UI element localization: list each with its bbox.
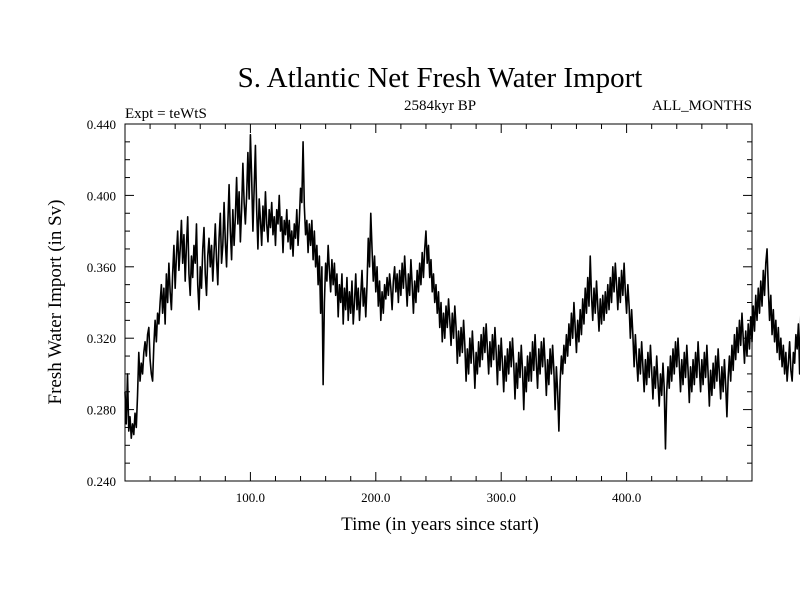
x-tick-label: 200.0	[361, 490, 390, 505]
axis-ticks	[125, 124, 752, 481]
y-tick-label: 0.240	[87, 474, 116, 489]
x-axis-label: Time (in years since start)	[341, 514, 539, 535]
experiment-label: Expt = teWtS	[125, 106, 207, 122]
months-label: ALL_MONTHS	[652, 98, 752, 114]
y-tick-label: 0.440	[87, 117, 116, 132]
series-line	[124, 133, 800, 450]
x-tick-labels: 100.0 200.0 300.0 400.0	[236, 490, 641, 505]
y-axis-label: Fresh Water Import (in Sv)	[45, 200, 66, 405]
x-tick-label: 400.0	[612, 490, 641, 505]
y-tick-labels: 0.240 0.280 0.320 0.360 0.400 0.440	[87, 117, 116, 489]
x-tick-label: 100.0	[236, 490, 265, 505]
chart-title: S. Atlantic Net Fresh Water Import	[238, 62, 643, 94]
y-tick-label: 0.320	[87, 331, 116, 346]
y-tick-label: 0.400	[87, 188, 116, 203]
y-tick-label: 0.360	[87, 260, 116, 275]
y-tick-label: 0.280	[87, 403, 116, 418]
x-tick-label: 300.0	[487, 490, 516, 505]
period-label: 2584kyr BP	[404, 98, 476, 114]
